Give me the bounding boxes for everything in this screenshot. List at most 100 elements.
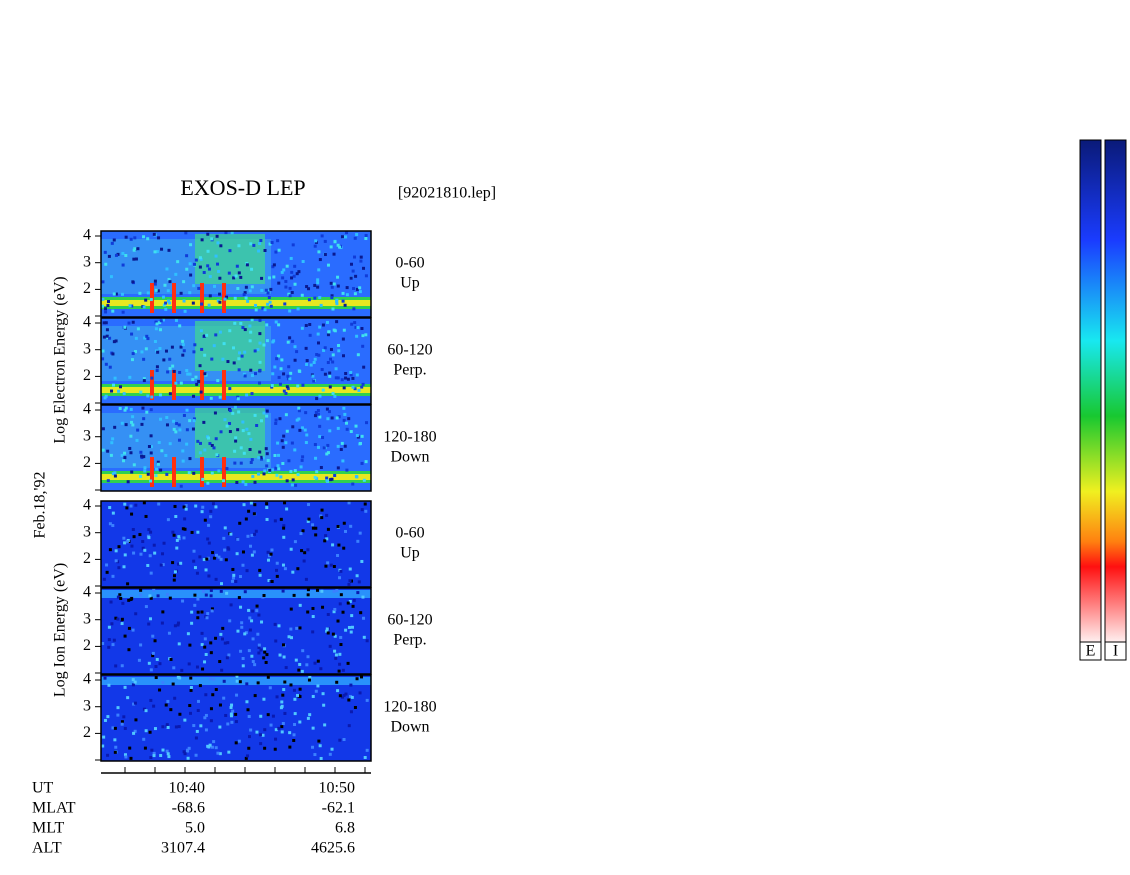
noise — [122, 715, 126, 719]
noise — [281, 693, 285, 697]
noise — [308, 713, 312, 717]
panel-frame — [100, 674, 372, 762]
noise — [182, 349, 186, 353]
noise — [176, 260, 180, 264]
noise — [299, 532, 303, 536]
noise — [225, 467, 229, 471]
noise — [166, 593, 170, 597]
noise — [246, 754, 250, 758]
noise — [339, 569, 343, 573]
noise — [260, 288, 264, 292]
noise — [164, 703, 168, 707]
noise — [140, 422, 144, 426]
noise — [126, 480, 130, 484]
noise — [313, 475, 317, 479]
panel-frame — [100, 500, 372, 588]
noise — [141, 539, 145, 543]
spectrogram — [222, 457, 226, 487]
noise — [124, 406, 128, 410]
noise — [101, 349, 105, 353]
noise — [114, 339, 118, 343]
noise — [223, 526, 227, 530]
spectrogram — [101, 300, 371, 306]
noise — [258, 341, 262, 345]
noise — [242, 372, 246, 376]
noise — [123, 451, 127, 455]
noise — [301, 455, 305, 459]
noise — [180, 668, 184, 672]
noise — [134, 503, 138, 507]
noise — [201, 589, 205, 593]
noise — [319, 303, 323, 307]
noise — [362, 266, 366, 270]
noise — [268, 468, 272, 472]
noise — [206, 232, 210, 236]
noise — [318, 325, 322, 329]
noise — [104, 310, 108, 314]
noise — [297, 417, 301, 421]
noise — [347, 417, 351, 421]
noise — [156, 460, 160, 464]
noise — [250, 654, 254, 658]
noise — [154, 288, 158, 292]
noise — [107, 638, 111, 642]
noise — [236, 537, 240, 541]
noise — [197, 286, 201, 290]
noise — [173, 624, 177, 628]
noise — [199, 257, 203, 261]
noise — [349, 683, 353, 687]
noise — [184, 504, 188, 508]
noise — [153, 279, 157, 283]
noise — [235, 264, 239, 268]
noise — [341, 354, 345, 358]
noise — [160, 247, 164, 251]
noise — [255, 730, 259, 734]
noise — [295, 626, 299, 630]
noise — [344, 376, 348, 380]
noise — [203, 518, 207, 522]
noise — [252, 512, 256, 516]
noise — [111, 643, 115, 647]
noise — [274, 250, 278, 254]
noise — [211, 693, 215, 697]
noise — [258, 318, 262, 322]
noise — [257, 645, 261, 649]
noise — [183, 718, 187, 722]
noise — [242, 503, 246, 507]
noise — [102, 335, 106, 339]
noise — [263, 728, 267, 732]
noise — [360, 385, 364, 389]
noise — [200, 610, 204, 614]
noise — [104, 362, 108, 366]
noise — [207, 436, 211, 440]
noise — [296, 473, 300, 477]
noise — [335, 680, 339, 684]
noise — [245, 393, 249, 397]
noise — [235, 480, 239, 484]
noise — [161, 563, 165, 567]
angle-range: 120-180 — [383, 429, 436, 446]
noise — [268, 686, 272, 690]
noise — [155, 250, 159, 254]
noise — [123, 502, 127, 506]
noise — [365, 421, 369, 425]
noise — [123, 753, 127, 757]
noise — [193, 566, 197, 570]
noise — [274, 418, 278, 422]
noise — [172, 427, 176, 431]
noise — [290, 270, 294, 274]
noise — [201, 505, 205, 509]
noise — [225, 656, 229, 660]
noise — [319, 667, 323, 671]
noise — [155, 322, 159, 326]
noise — [227, 653, 231, 657]
noise — [169, 657, 173, 661]
noise — [357, 580, 361, 584]
noise — [106, 300, 110, 304]
noise — [341, 337, 345, 341]
noise — [265, 339, 269, 343]
noise — [149, 408, 153, 412]
noise — [337, 349, 341, 353]
noise — [108, 365, 112, 369]
noise — [110, 441, 114, 445]
